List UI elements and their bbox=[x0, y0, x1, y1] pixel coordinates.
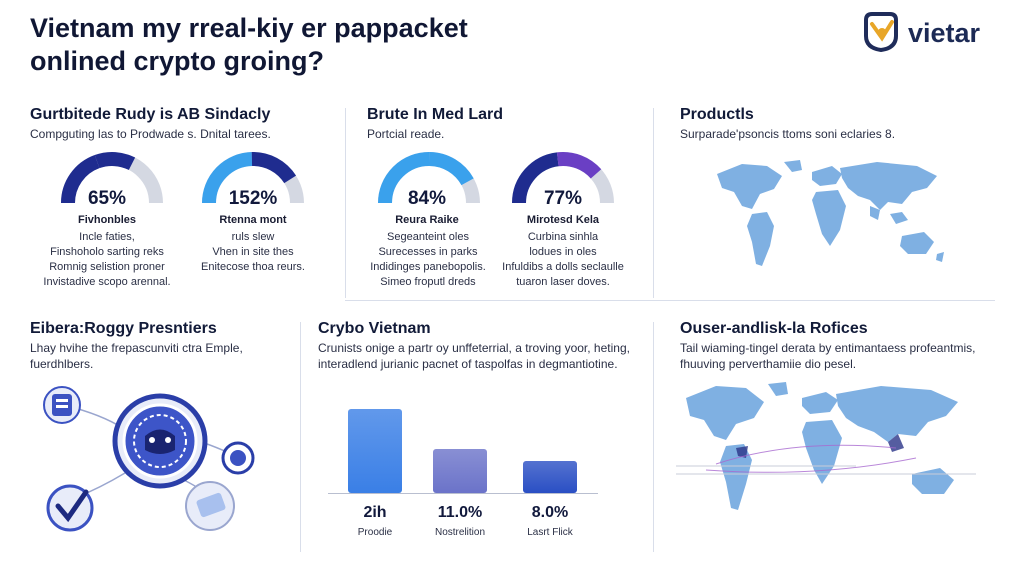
gauge-description: ruls slew Vhen in site thes Enitecose th… bbox=[201, 231, 305, 273]
world-map-routes bbox=[676, 382, 976, 510]
bar bbox=[433, 449, 487, 493]
brand-logo-icon bbox=[864, 12, 898, 52]
gauge-fill bbox=[378, 152, 430, 204]
gauge-fill bbox=[61, 155, 100, 204]
network-hub-icon bbox=[112, 393, 208, 489]
checkmark-node-icon bbox=[46, 484, 94, 532]
divider bbox=[653, 322, 654, 552]
gauge-value: 84% bbox=[407, 188, 447, 209]
gauge-description: Segeanteint oles Surecesses in parks Ind… bbox=[370, 231, 486, 288]
bar-value-label: 8.0% bbox=[531, 504, 569, 521]
section-title: Crybo Vietnam bbox=[318, 320, 431, 337]
bar bbox=[348, 409, 402, 493]
section-title: Productls bbox=[680, 106, 754, 123]
gauge-label: Mirotesd Kela bbox=[526, 214, 600, 226]
wallet-node-icon bbox=[185, 481, 235, 531]
divider bbox=[300, 322, 301, 552]
gauge-fill bbox=[94, 152, 136, 171]
gauge-fill bbox=[556, 152, 602, 179]
gauge-chart bbox=[61, 152, 163, 204]
brand-logo[interactable]: vietar bbox=[860, 10, 1010, 54]
gauge-chart bbox=[378, 152, 480, 204]
section-subtitle: Compguting las to Prodwade s. Dnital tar… bbox=[30, 127, 271, 141]
section-subtitle: Portcial reade. bbox=[367, 127, 445, 141]
title-line-2: onlined crypto groing? bbox=[30, 46, 324, 76]
bar bbox=[523, 461, 577, 493]
gauge-value: 77% bbox=[543, 188, 583, 209]
chart-baseline bbox=[328, 493, 598, 494]
gauge-value: 65% bbox=[87, 188, 127, 209]
gauge-fill bbox=[202, 152, 253, 204]
document-node-icon bbox=[43, 386, 81, 424]
network-diagram bbox=[43, 386, 255, 532]
gauge-chart bbox=[202, 152, 304, 204]
section-title: Ouser-andlisk-la Rofices bbox=[680, 320, 868, 337]
gauge-label: Rtenna mont bbox=[219, 214, 287, 226]
section-subtitle: Crunists onige a partr oy unffeterrial, … bbox=[318, 341, 630, 371]
section-subtitle: Lhay hvihe the frepascunviti ctra Emple,… bbox=[30, 341, 243, 371]
section-title: Eibera:Roggy Presntiers bbox=[30, 320, 217, 337]
bar-category-label: Proodie bbox=[357, 527, 393, 538]
page-title: Vietnam my rreal-kiy er pappacket online… bbox=[30, 12, 590, 78]
gauge-fill bbox=[251, 152, 297, 184]
brand-name: vietar bbox=[908, 18, 981, 48]
world-map bbox=[717, 160, 944, 266]
gauge-fill bbox=[429, 152, 474, 186]
gauge-chart bbox=[512, 152, 614, 204]
settings-node-icon bbox=[221, 441, 255, 475]
bar-category-label: Lasrt Flick bbox=[527, 527, 573, 538]
section-subtitle: Surparade'psoncis ttoms soni eclaries 8. bbox=[680, 127, 896, 141]
divider bbox=[345, 108, 346, 298]
gauge-fill bbox=[512, 152, 559, 204]
divider bbox=[653, 108, 654, 298]
gauge-label: Reura Raike bbox=[395, 214, 459, 226]
bar-value-label: 2ih bbox=[363, 504, 387, 521]
bar-value-label: 11.0% bbox=[437, 504, 483, 521]
section-title: Gurtbitede Rudy is AB Sindacly bbox=[30, 106, 271, 123]
title-line-1: Vietnam my rreal-kiy er pappacket bbox=[30, 13, 468, 43]
section-subtitle: Tail wiaming-tingel derata by entimantae… bbox=[680, 341, 976, 371]
bar-category-label: Nostrelition bbox=[434, 527, 486, 538]
section-title: Brute In Med Lard bbox=[367, 106, 504, 123]
gauge-description: Curbina sinhla lodues in oles Infuldibs … bbox=[502, 231, 624, 288]
divider bbox=[345, 300, 995, 301]
gauge-description: Incle faties, Finshoholo sarting reks Ro… bbox=[43, 231, 171, 288]
gauge-value: 152% bbox=[228, 188, 278, 209]
gauge-label: Fivhonbles bbox=[77, 214, 137, 226]
